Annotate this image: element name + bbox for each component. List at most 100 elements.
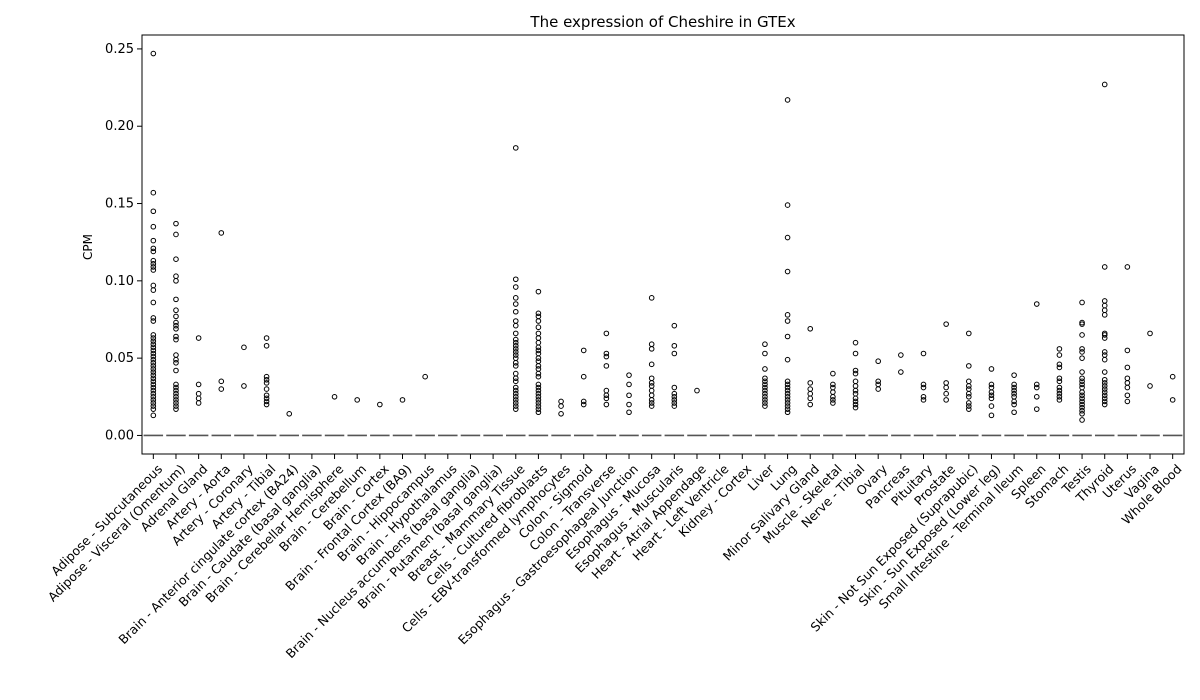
outlier-point [626, 392, 632, 399]
outlier-point [512, 346, 519, 352]
outlier-point [988, 395, 995, 402]
y-tick-label: 0.05 [105, 351, 134, 366]
outlier-point [512, 375, 519, 382]
outlier-point [150, 237, 157, 244]
outlier-point [1101, 352, 1108, 358]
outlier-point [671, 384, 678, 391]
outlier-point [807, 386, 814, 392]
outlier-point [535, 335, 542, 341]
outlier-point [150, 372, 157, 378]
outlier-point [218, 386, 225, 392]
outlier-point [671, 397, 678, 403]
outlier-point [671, 350, 678, 357]
outlier-point [512, 308, 519, 315]
outlier-point [875, 358, 881, 365]
outlier-point [943, 321, 949, 327]
outlier-point [150, 366, 157, 372]
outlier-point [784, 400, 791, 406]
outlier-point [535, 330, 542, 337]
outlier-point [535, 387, 542, 394]
outlier-point [943, 390, 949, 397]
outlier-point [1056, 387, 1063, 394]
outlier-point [898, 352, 904, 358]
x-tick-label: Adipose - Visceral (Omentum) [45, 461, 188, 604]
outlier-point [535, 400, 542, 406]
outlier-point [150, 359, 157, 366]
outlier-point [173, 367, 179, 374]
outlier-point [512, 322, 519, 329]
outlier-point [784, 356, 791, 363]
outlier-point [150, 248, 157, 255]
outlier-point [1011, 387, 1017, 394]
outlier-point [150, 381, 157, 388]
outlier-point [988, 403, 995, 409]
outlier-point [150, 282, 157, 289]
outlier-point [512, 336, 519, 343]
outlier-point [875, 386, 881, 392]
outlier-point [1101, 398, 1108, 405]
outlier-point [1079, 398, 1085, 405]
outlier-point [1101, 401, 1108, 408]
outlier-point [150, 412, 157, 419]
outlier-point [535, 350, 542, 357]
y-tick-label: 0.10 [105, 274, 134, 289]
outlier-point [1056, 346, 1063, 352]
outlier-point [1011, 372, 1017, 378]
outlier-point [648, 341, 655, 348]
outlier-point [875, 381, 881, 388]
outlier-point [784, 406, 791, 412]
outlier-point [603, 387, 610, 394]
outlier-point [150, 223, 157, 230]
outlier-point [173, 319, 179, 326]
outlier-point [1101, 302, 1108, 309]
outlier-point [852, 404, 859, 411]
outlier-point [195, 390, 202, 397]
outlier-point [512, 145, 519, 151]
outlier-point [218, 230, 225, 236]
outlier-point [1011, 381, 1017, 388]
outlier-point [1101, 386, 1108, 392]
outlier-point [648, 361, 655, 368]
outlier-point [512, 301, 519, 307]
outlier-point [784, 381, 791, 388]
outlier-point [535, 310, 542, 317]
outlier-point [1101, 307, 1108, 314]
outlier-point [784, 384, 791, 391]
outlier-point [512, 276, 519, 283]
outlier-point [150, 287, 157, 293]
outlier-point [150, 378, 157, 385]
outlier-point [1011, 398, 1017, 405]
outlier-point [150, 350, 157, 357]
outlier-point [1033, 384, 1040, 391]
outlier-point [1056, 361, 1063, 368]
outlier-point [195, 395, 202, 402]
outlier-point [1056, 375, 1063, 382]
outlier-point [1124, 264, 1131, 270]
outlier-point [535, 358, 542, 365]
outlier-point [150, 341, 157, 348]
outlier-point [648, 387, 655, 394]
outlier-point [1079, 299, 1085, 306]
outlier-point [150, 406, 157, 412]
outlier-point [173, 296, 179, 303]
outlier-point [1033, 381, 1040, 388]
outlier-point [852, 401, 859, 408]
outlier-point [784, 387, 791, 394]
outlier-point [852, 390, 859, 397]
outlier-point [512, 384, 519, 391]
outlier-point [852, 378, 859, 385]
outlier-point [1056, 384, 1063, 391]
outlier-point [377, 401, 383, 408]
outlier-point [535, 403, 542, 409]
outlier-point [173, 322, 179, 329]
outlier-point [1147, 383, 1153, 389]
outlier-point [263, 401, 270, 408]
outlier-point [150, 245, 157, 252]
outlier-point [988, 389, 995, 395]
outlier-point [988, 384, 995, 391]
outlier-point [512, 295, 519, 301]
outlier-point [784, 403, 791, 409]
outlier-point [580, 398, 587, 405]
outlier-point [512, 397, 519, 403]
